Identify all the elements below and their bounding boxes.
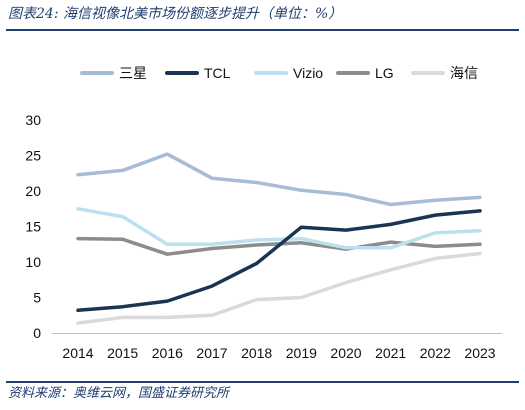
legend-label: 三星 xyxy=(119,65,147,81)
series-line xyxy=(76,207,482,250)
y-tick-label: 15 xyxy=(25,219,41,235)
legend-item: LG xyxy=(336,65,394,81)
x-tick-label: 2022 xyxy=(420,345,451,361)
x-tick-label: 2015 xyxy=(107,345,138,361)
legend-label: 海信 xyxy=(450,65,478,81)
legend-item: Vizio xyxy=(254,65,323,81)
series-line xyxy=(76,209,482,313)
y-tick-label: 10 xyxy=(25,254,41,270)
source-rule xyxy=(6,381,519,383)
legend-label: Vizio xyxy=(293,65,323,81)
y-tick-label: 0 xyxy=(33,325,41,341)
series-line xyxy=(76,152,482,207)
x-tick-label: 2017 xyxy=(196,345,227,361)
x-tick-label: 2023 xyxy=(464,345,495,361)
title-rule xyxy=(6,29,519,31)
legend-label: LG xyxy=(375,65,394,81)
x-tick-label: 2021 xyxy=(375,345,406,361)
legend-item: 海信 xyxy=(411,65,478,81)
legend-item: 三星 xyxy=(80,65,147,81)
legend-item: TCL xyxy=(165,65,231,81)
x-tick-label: 2019 xyxy=(286,345,317,361)
line-chart: 三星 TCL Vizio LG 海信 0 5 10 15 20 25 30 2014 2015 2016… xyxy=(25,65,502,361)
y-tick-label: 5 xyxy=(33,290,41,306)
x-tick-label: 2014 xyxy=(62,345,93,361)
legend-label: TCL xyxy=(204,65,231,81)
x-tick-label: 2018 xyxy=(241,345,272,361)
figure-source: 资料来源：奥维云网，国盛证券研究所 xyxy=(8,386,230,401)
y-tick-label: 30 xyxy=(25,112,41,128)
chart-legend: 三星 TCL Vizio LG 海信 xyxy=(80,65,478,81)
y-tick-label: 20 xyxy=(25,183,41,199)
series-line xyxy=(76,251,482,325)
series-lines xyxy=(76,152,482,325)
x-tick-label: 2020 xyxy=(330,345,361,361)
x-tick-label: 2016 xyxy=(152,345,183,361)
figure-title: 图表24: 海信视像北美市场份额逐步提升（单位：%） xyxy=(8,6,343,22)
y-tick-label: 25 xyxy=(25,148,41,164)
x-axis: 2014 2015 2016 2017 2018 2019 2020 2021 2022 2023 xyxy=(52,333,502,361)
y-axis: 0 5 10 15 20 25 30 xyxy=(25,112,41,341)
